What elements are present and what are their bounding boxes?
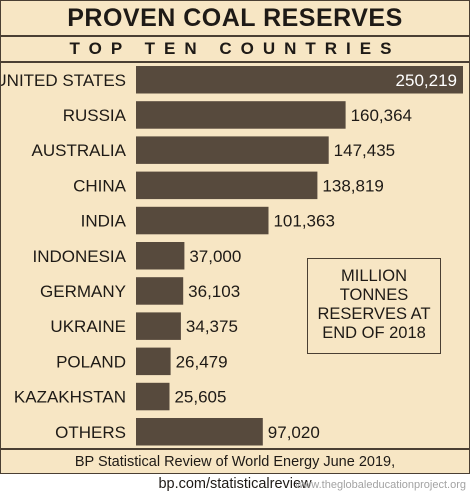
- bar-germany: [136, 277, 184, 305]
- category-label-poland: POLAND: [56, 352, 126, 371]
- bar-ukraine: [136, 312, 181, 340]
- source-divider: [1, 448, 469, 450]
- category-label-australia: AUSTRALIA: [32, 141, 127, 160]
- value-label-china: 138,819: [322, 176, 383, 195]
- category-label-india: INDIA: [81, 212, 127, 231]
- value-label-poland: 26,479: [176, 352, 228, 371]
- category-label-indonesia: INDONESIA: [32, 247, 126, 266]
- value-label-germany: 36,103: [188, 282, 240, 301]
- bar-china: [136, 171, 318, 200]
- value-label-australia: 147,435: [334, 141, 395, 160]
- category-label-united-states: UNITED STATES: [1, 71, 126, 90]
- bar-chart: UNITED STATES 250,219 RUSSIA 160,364 AUSTRAL…: [1, 66, 463, 446]
- value-label-kazakhstan: 25,605: [174, 388, 226, 407]
- category-label-russia: RUSSIA: [63, 106, 127, 125]
- bar-kazakhstan: [136, 382, 170, 411]
- value-label-india: 101,363: [273, 212, 334, 231]
- category-label-others: OTHERS: [55, 423, 126, 442]
- units-annotation: MILLION TONNES RESERVES AT END OF 2018: [307, 258, 441, 354]
- category-label-ukraine: UKRAINE: [50, 317, 126, 336]
- bar-indonesia: [136, 242, 185, 270]
- bar-poland: [136, 347, 171, 376]
- category-label-germany: GERMANY: [40, 282, 126, 301]
- website-credit: www.theglobaleducationproject.org: [295, 479, 466, 491]
- source-note: BP Statistical Review of World Energy Ju…: [74, 454, 396, 492]
- bar-australia: [136, 136, 329, 164]
- bar-india: [136, 206, 269, 235]
- chart-subtitle: TOP TEN COUNTRIES: [69, 39, 401, 58]
- category-label-kazakhstan: KAZAKHSTAN: [14, 388, 126, 407]
- value-label-united-states: 250,219: [396, 71, 457, 90]
- subtitle-divider: [1, 61, 469, 63]
- value-label-russia: 160,364: [351, 106, 412, 125]
- bar-russia: [136, 101, 346, 129]
- chart-title: PROVEN COAL RESERVES: [67, 4, 403, 32]
- value-label-indonesia: 37,000: [189, 247, 241, 266]
- value-label-others: 97,020: [268, 423, 320, 442]
- bar-united-states: [136, 66, 463, 94]
- bar-others: [136, 418, 263, 446]
- category-label-china: CHINA: [73, 176, 127, 195]
- title-divider: [1, 35, 469, 37]
- value-label-ukraine: 34,375: [186, 317, 238, 336]
